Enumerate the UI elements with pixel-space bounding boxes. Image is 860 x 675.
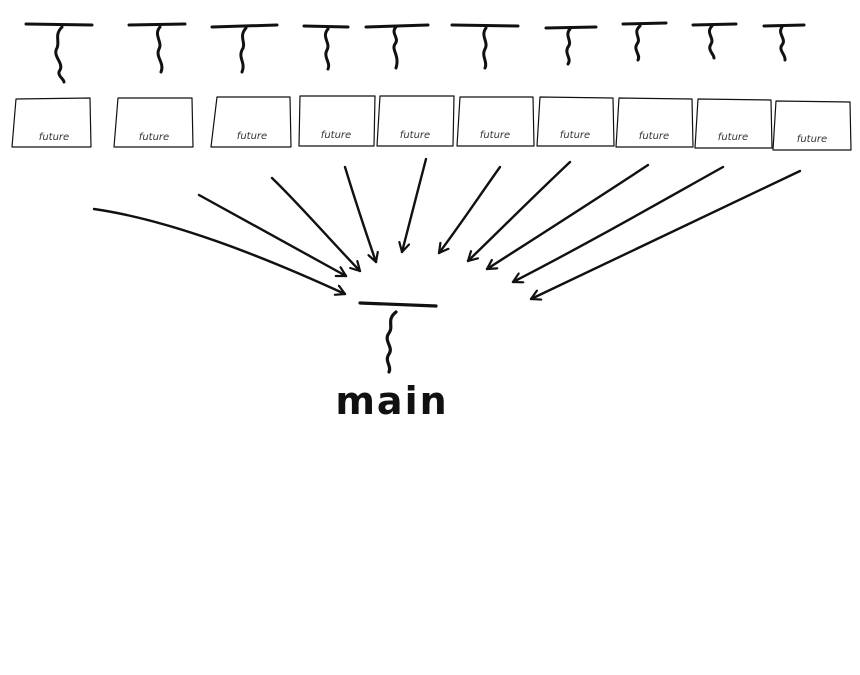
future-boxes: future future future future future futur… [11,95,852,151]
worker-thread-3 [210,23,279,74]
join-arrows [92,157,802,299]
future-box-6: future [456,96,535,147]
future-label: future [560,130,590,141]
main-thread: main [335,301,448,423]
worker-thread-1 [24,22,94,84]
arrow-future-7-to-main [466,160,572,263]
future-box-9: future [694,98,773,149]
future-label: future [797,134,827,145]
arrow-future-2-to-main [197,193,348,278]
future-label: future [139,132,169,143]
future-box-1: future [11,97,92,148]
future-label: future [321,130,351,141]
future-box-5: future [376,95,455,147]
future-label: future [237,131,267,142]
future-label: future [480,130,510,141]
future-label: future [639,131,669,142]
worker-thread-2 [127,22,187,74]
worker-thread-8 [621,21,668,62]
future-label: future [400,130,430,141]
worker-thread-4 [302,24,350,71]
future-box-10: future [772,100,852,151]
arrow-future-5-to-main [402,157,428,254]
future-label: future [39,132,69,143]
future-label: future [718,132,748,143]
arrow-future-8-to-main [485,163,650,271]
future-box-4: future [298,95,376,147]
arrow-future-3-to-main [270,176,362,273]
arrow-future-9-to-main [511,165,725,282]
future-box-7: future [536,96,615,147]
arrow-future-10-to-main [529,169,802,299]
worker-thread-9 [691,22,738,60]
future-box-8: future [615,97,694,148]
arrow-future-6-to-main [437,165,502,255]
worker-thread-7 [544,25,598,66]
arrow-future-4-to-main [343,165,376,264]
future-box-3: future [210,96,292,148]
worker-thread-6 [450,23,520,70]
future-box-2: future [113,97,194,148]
main-thread-bar [358,301,438,308]
worker-thread-5 [364,23,430,70]
main-label: main [335,379,448,423]
worker-thread-glyphs [24,21,806,84]
worker-thread-10 [762,23,806,62]
arrow-future-1-to-main [92,207,347,294]
main-thread-squiggle [385,310,398,374]
